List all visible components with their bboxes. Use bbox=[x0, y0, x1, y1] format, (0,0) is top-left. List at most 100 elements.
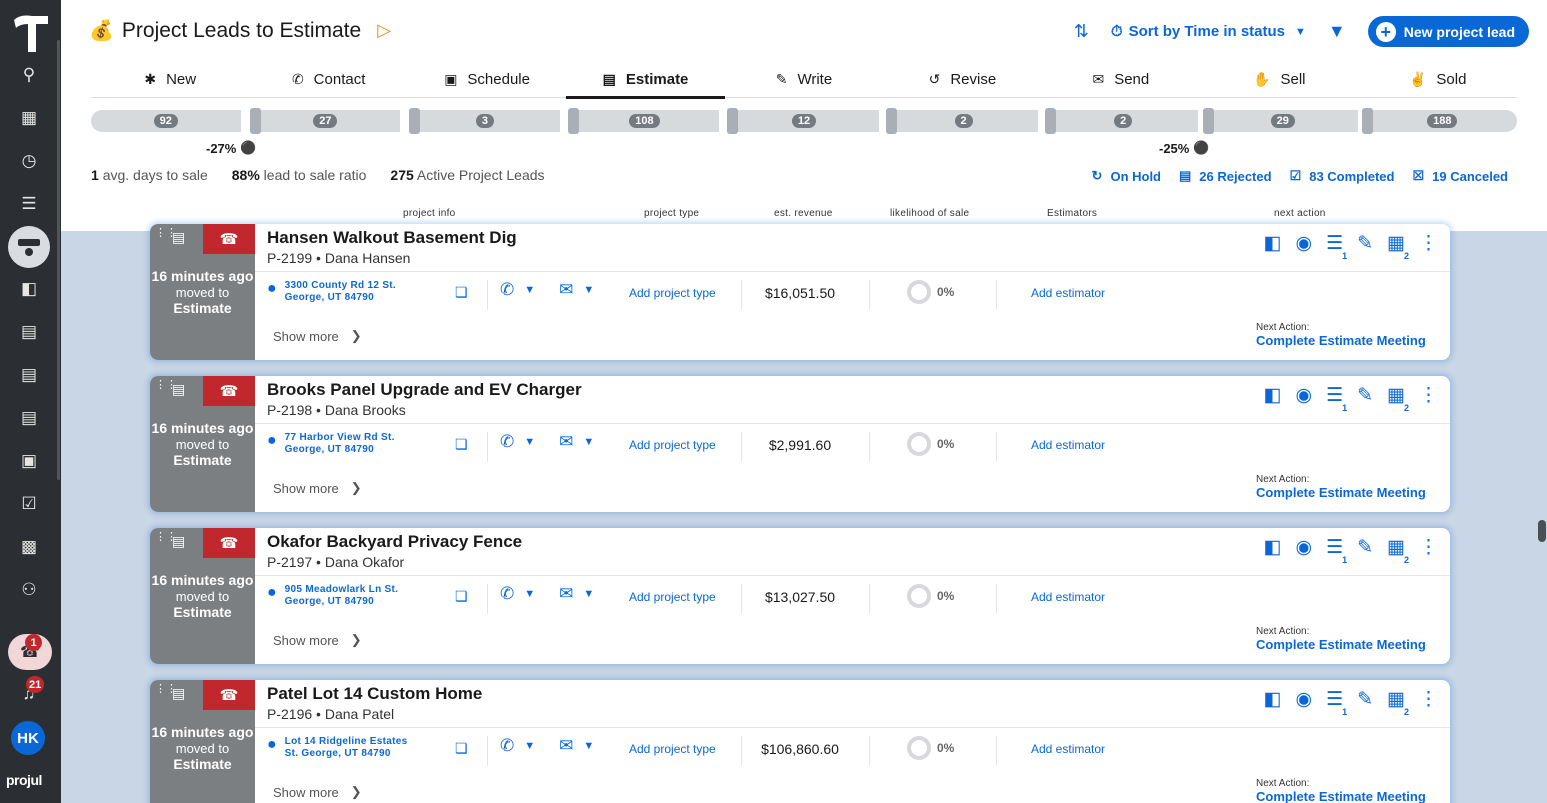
report-icon[interactable]: ▤ bbox=[20, 408, 38, 427]
chevron-down-icon[interactable]: ▼ bbox=[583, 436, 595, 448]
edit-icon[interactable]: ✎ bbox=[1357, 385, 1374, 406]
add-project-type-link[interactable]: Add project type bbox=[629, 286, 716, 300]
column-header-type[interactable]: project type bbox=[644, 208, 700, 219]
more-vertical-icon[interactable]: ⋮ bbox=[1419, 385, 1438, 406]
copy-icon[interactable]: ❏ bbox=[455, 284, 468, 300]
funnel-stage-write[interactable]: 12 bbox=[729, 110, 879, 132]
chevron-down-icon[interactable]: ▼ bbox=[524, 436, 536, 448]
clock-icon[interactable]: ◷ bbox=[21, 151, 37, 170]
tab-estimate[interactable]: ▤ Estimate bbox=[566, 62, 726, 99]
leads-nav-icon[interactable] bbox=[8, 226, 50, 268]
funnel-stage-schedule[interactable]: 3 bbox=[410, 110, 560, 132]
funnel-stage-sold[interactable]: 188 bbox=[1367, 110, 1518, 132]
mail-icon[interactable]: ✉ bbox=[559, 736, 574, 755]
mail-icon[interactable]: ✉ bbox=[559, 280, 574, 299]
sort-order-icon[interactable]: ⇅ bbox=[1073, 21, 1089, 41]
tab-send[interactable]: ✉ Send bbox=[1042, 62, 1200, 97]
folder-icon[interactable]: ◧ bbox=[1263, 689, 1282, 710]
folder-icon[interactable]: ◧ bbox=[1263, 233, 1282, 254]
add-estimator-link[interactable]: Add estimator bbox=[1031, 286, 1106, 300]
grid-icon[interactable]: ▦ 2 bbox=[1387, 385, 1409, 413]
column-header-info[interactable]: project info bbox=[403, 208, 456, 219]
add-estimator-link[interactable]: Add estimator bbox=[1031, 438, 1106, 452]
tab-schedule[interactable]: ▣ Schedule bbox=[408, 62, 566, 97]
drag-handle-icon[interactable]: ⋮⋮ bbox=[155, 531, 177, 543]
people-icon[interactable]: ⚇ bbox=[21, 580, 37, 599]
more-vertical-icon[interactable]: ⋮ bbox=[1419, 689, 1438, 710]
column-header-revenue[interactable]: est. revenue bbox=[774, 208, 833, 219]
funnel-stage-estimate[interactable]: 108 bbox=[569, 110, 720, 132]
tasks-icon[interactable]: ☑ bbox=[21, 494, 37, 513]
lead-address[interactable]: ● Lot 14 Ridgeline Estates St. George, UT… bbox=[267, 736, 408, 759]
grid-icon[interactable]: ▦ 2 bbox=[1387, 537, 1409, 565]
chevron-down-icon[interactable]: ▼ bbox=[524, 740, 536, 752]
drag-handle-icon[interactable]: ⋮⋮ bbox=[155, 379, 177, 391]
copy-icon[interactable]: ❏ bbox=[455, 740, 468, 756]
chevron-down-icon[interactable]: ▼ bbox=[524, 284, 536, 296]
drag-handle-icon[interactable]: ⋮⋮ bbox=[155, 227, 177, 239]
checklist-icon[interactable]: ☰ 1 bbox=[1326, 233, 1348, 261]
on-hold-link[interactable]: ↻ On Hold bbox=[1091, 168, 1161, 184]
camera-icon[interactable]: ◉ bbox=[1295, 385, 1313, 406]
next-action[interactable]: Next Action: Complete Estimate Meeting bbox=[1256, 322, 1426, 348]
checklist-icon[interactable]: ☰ 1 bbox=[1326, 385, 1348, 413]
camera-icon[interactable]: ◉ bbox=[1295, 537, 1313, 558]
folder-icon[interactable]: ◧ bbox=[1263, 385, 1282, 406]
tab-write[interactable]: ✎ Write bbox=[725, 62, 883, 97]
lead-title[interactable]: Okafor Backyard Privacy Fence bbox=[267, 532, 523, 551]
funnel-stage-revise[interactable]: 2 bbox=[888, 110, 1039, 132]
lead-card[interactable]: ⋮⋮ ▤ ☎ 16 minutes ago moved to Estimate … bbox=[150, 528, 1450, 664]
more-vertical-icon[interactable]: ⋮ bbox=[1419, 537, 1438, 558]
folder-icon[interactable]: ◧ bbox=[20, 279, 38, 298]
checklist-icon[interactable]: ☰ bbox=[21, 194, 37, 213]
next-action[interactable]: Next Action: Complete Estimate Meeting bbox=[1256, 778, 1426, 803]
column-header-next[interactable]: next action bbox=[1274, 208, 1326, 219]
lead-title[interactable]: Hansen Walkout Basement Dig bbox=[267, 228, 517, 247]
invoice-icon[interactable]: ▤ bbox=[20, 365, 38, 384]
checklist-icon[interactable]: ☰ 1 bbox=[1326, 537, 1348, 565]
chevron-down-icon[interactable]: ▼ bbox=[524, 588, 536, 600]
lead-title[interactable]: Brooks Panel Upgrade and EV Charger bbox=[267, 380, 582, 399]
edit-icon[interactable]: ✎ bbox=[1357, 537, 1374, 558]
edit-icon[interactable]: ✎ bbox=[1357, 689, 1374, 710]
lead-address[interactable]: ● 905 Meadowlark Ln St. George, UT 84790 bbox=[267, 584, 399, 607]
avatar[interactable]: HK bbox=[11, 721, 45, 755]
tab-new[interactable]: ✱ New bbox=[91, 62, 249, 97]
add-estimator-link[interactable]: Add estimator bbox=[1031, 742, 1106, 756]
main-scrollbar[interactable] bbox=[1538, 520, 1546, 542]
funnel-stage-new[interactable]: 92 bbox=[91, 110, 241, 132]
show-more-toggle[interactable]: Show more ❯ bbox=[273, 632, 362, 648]
lead-card[interactable]: ⋮⋮ ▤ ☎ 16 minutes ago moved to Estimate … bbox=[150, 224, 1450, 360]
rejected-link[interactable]: ▤ 26 Rejected bbox=[1179, 168, 1272, 184]
more-vertical-icon[interactable]: ⋮ bbox=[1419, 233, 1438, 254]
lead-card[interactable]: ⋮⋮ ▤ ☎ 16 minutes ago moved to Estimate … bbox=[150, 680, 1450, 803]
filter-icon[interactable]: ▼ bbox=[1327, 21, 1346, 41]
dashboard-icon[interactable]: ▦ bbox=[20, 108, 38, 127]
add-project-type-link[interactable]: Add project type bbox=[629, 590, 716, 604]
phone-icon[interactable]: ✆ bbox=[500, 736, 515, 755]
show-more-toggle[interactable]: Show more ❯ bbox=[273, 480, 362, 496]
phone-icon[interactable]: ✆ bbox=[500, 280, 515, 299]
folder-icon[interactable]: ◧ bbox=[1263, 537, 1282, 558]
camera-icon[interactable]: ◉ bbox=[1295, 233, 1313, 254]
drag-handle-icon[interactable]: ⋮⋮ bbox=[155, 683, 177, 695]
tab-sold[interactable]: ✌ Sold bbox=[1359, 62, 1517, 97]
canceled-link[interactable]: ☒ 19 Canceled bbox=[1412, 168, 1508, 184]
completed-link[interactable]: ☑ 83 Completed bbox=[1289, 168, 1395, 184]
calendar-icon[interactable]: ▣ bbox=[20, 451, 38, 470]
chevron-down-icon[interactable]: ▼ bbox=[583, 740, 595, 752]
phone-icon[interactable]: ✆ bbox=[500, 432, 515, 451]
likelihood-of-sale[interactable]: 0% bbox=[907, 736, 954, 760]
tab-contact[interactable]: ✆ Contact bbox=[249, 62, 407, 97]
hammer-logo-icon[interactable] bbox=[10, 12, 52, 56]
lead-address[interactable]: ● 77 Harbor View Rd St. George, UT 84790 bbox=[267, 432, 395, 455]
next-action[interactable]: Next Action: Complete Estimate Meeting bbox=[1256, 474, 1426, 500]
next-action[interactable]: Next Action: Complete Estimate Meeting bbox=[1256, 626, 1426, 652]
add-estimator-link[interactable]: Add estimator bbox=[1031, 590, 1106, 604]
lead-address[interactable]: ● 3300 County Rd 12 St. George, UT 84790 bbox=[267, 280, 397, 303]
likelihood-of-sale[interactable]: 0% bbox=[907, 432, 954, 456]
edit-icon[interactable]: ✎ bbox=[1357, 233, 1374, 254]
copy-icon[interactable]: ❏ bbox=[455, 436, 468, 452]
new-project-lead-button[interactable]: + New project lead bbox=[1367, 16, 1529, 47]
mail-icon[interactable]: ✉ bbox=[559, 584, 574, 603]
